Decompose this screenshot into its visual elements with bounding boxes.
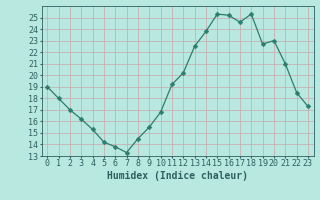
X-axis label: Humidex (Indice chaleur): Humidex (Indice chaleur) xyxy=(107,171,248,181)
